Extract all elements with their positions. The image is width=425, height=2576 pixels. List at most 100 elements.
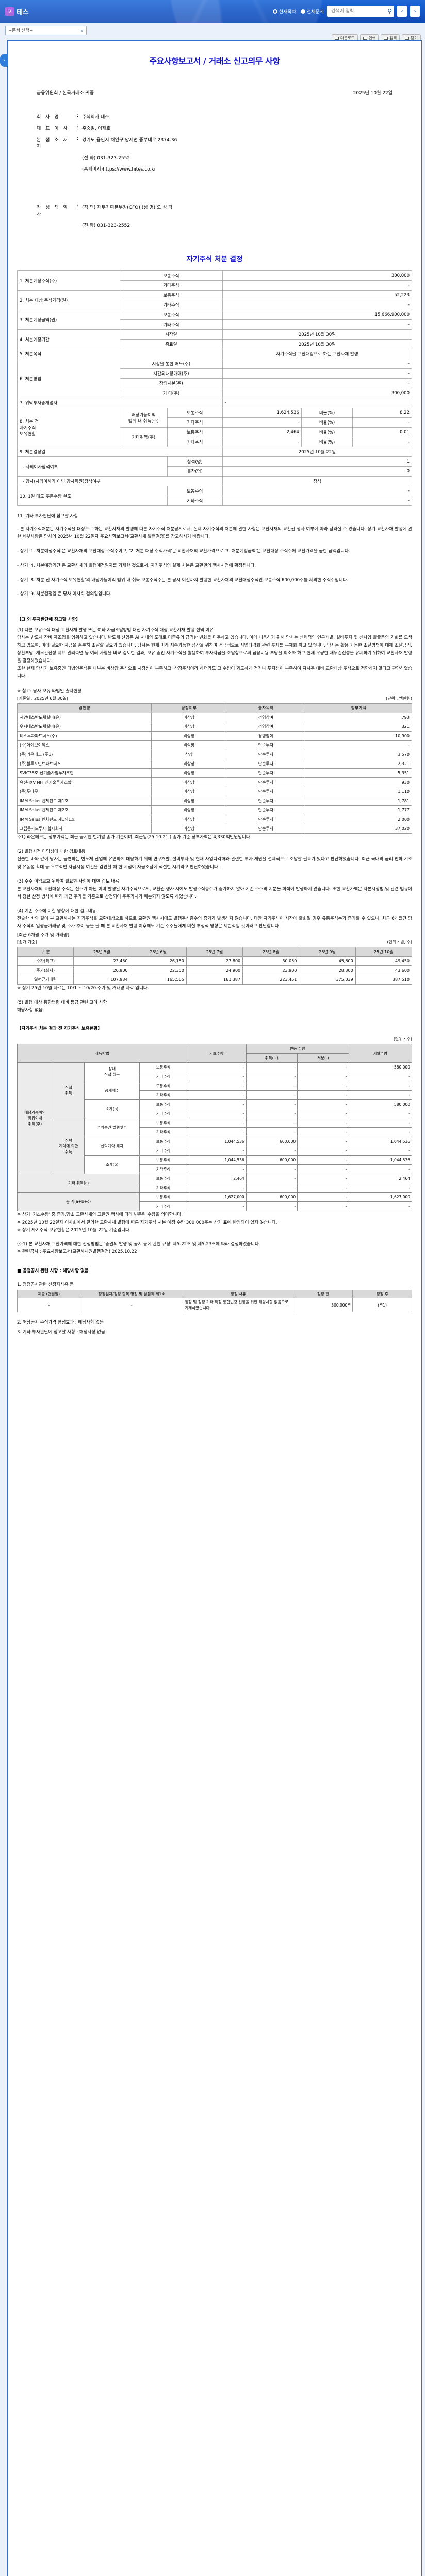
holdings-cell: IMM Salus 벤처펀드 제2호	[17, 805, 152, 816]
acquisition-group-label: 배당가능이익 범위이내 취득(주)	[17, 1062, 53, 1174]
treasury-cell: -	[186, 1201, 247, 1211]
col-month-2: 25년 6월	[129, 947, 187, 957]
col-end-qty: 기말수량	[348, 1043, 413, 1063]
treasury-cell: -	[297, 1173, 349, 1183]
treasury-cell: 보통주식	[139, 1099, 187, 1109]
value-r3-common: 15,666,900,000	[222, 310, 413, 320]
table-row: 유진-IXV NFI 신기술투자조합 비상장 단순투자 930	[17, 777, 412, 788]
col-division: 구 분	[17, 947, 74, 957]
table-row: 신탁계약 해지 보통주식 1,044,536 600,000-1,044,536	[18, 1136, 413, 1156]
treasury-cell: 기타주식	[139, 1201, 187, 1211]
treasury-cell: -	[186, 1090, 247, 1100]
col-month-4: 25년 8월	[242, 947, 300, 957]
search-input[interactable]	[330, 8, 388, 14]
holdings-cell: 비상장	[151, 713, 227, 723]
toc-toggle-button[interactable]: ›	[0, 54, 8, 67]
correction-item: -	[80, 1298, 184, 1313]
prev-result-button[interactable]: ‹	[397, 6, 407, 17]
table-row: 기타주식 - - - -	[18, 1145, 413, 1156]
holdings-cell: 비상장	[151, 731, 227, 741]
table-header-row: 법인명 상장여부 출자목적 장부가액	[17, 703, 412, 714]
disposal-decision-table: 1. 처분예정주식(주) 보통주식 300,000 기타주식 - 2. 처분 대…	[17, 270, 413, 506]
chevron-down-icon: ∨	[80, 28, 84, 33]
treasury-cell: -	[348, 1145, 413, 1156]
brand-badge-icon: 코	[5, 7, 14, 16]
treasury-cell: 1,044,536	[186, 1155, 247, 1165]
radio-all-documents[interactable]: 전체문서	[300, 8, 324, 15]
table-row: 소계(a) 보통주식 - - -580,000	[18, 1099, 413, 1118]
holdings-cell: 유진-IXV NFI 신기술투자조합	[17, 777, 152, 788]
table-row: (주)블루포인트파트너스 비상장 단순투자 2,321	[17, 759, 412, 769]
download-button[interactable]: 다운로드	[331, 34, 358, 41]
table-row: (주)라온테크 (주1) 상장 단순투자 3,570	[17, 750, 412, 760]
treasury-cell: 1,044,536	[348, 1136, 413, 1146]
search-label: 검색	[389, 36, 397, 40]
treasury-cell: -	[297, 1182, 349, 1193]
acquisition-detail-label: 공개매수	[84, 1080, 140, 1100]
table-row: IMM Salus 벤처펀드 제2호 비상장 단순투자 1,777	[17, 805, 412, 816]
price-cell: 43,600	[355, 965, 413, 976]
method-3-label: 장외처분(주)	[119, 378, 223, 388]
attend-value: 1	[222, 456, 413, 467]
treasury-cell: 기타주식	[139, 1090, 187, 1100]
table-row: 기타주식 - - - -	[18, 1201, 413, 1211]
col-month-6: 25년 10월	[355, 947, 413, 957]
col-month-1: 25년 5월	[73, 947, 130, 957]
search-button[interactable]: 검색	[381, 34, 400, 41]
document-body: 주요사항보고서 / 거래소 신고의무 사항 금융위원회 / 한국거래소 귀중 2…	[7, 40, 422, 2576]
acquisition-detail-label: 장내 직접 취득	[84, 1062, 140, 1081]
stock-type-other: 기타주식	[119, 280, 223, 291]
holdings-cell: 1,110	[305, 787, 412, 797]
correction-submit-date: -	[17, 1298, 81, 1313]
holdings-cell: 321	[305, 722, 412, 732]
note-paragraph-5: - 상기 '9. 처분결정일'은 당사 이사회 결의일입니다.	[17, 591, 112, 597]
col-acquisition-method: 취득방법	[17, 1043, 187, 1063]
value-r1-common: 300,000	[222, 270, 413, 281]
stock-type-common: 보통주식	[119, 290, 223, 300]
treasury-cell: 보통주식	[139, 1117, 187, 1128]
treasury-cell: -	[348, 1117, 413, 1128]
method-1-value: -	[222, 359, 413, 369]
holdings-cell: 우시테스반도체설비(유)	[17, 722, 152, 732]
price-cell: 165,565	[129, 975, 187, 985]
treasury-cell: 기타주식	[139, 1182, 187, 1193]
ceo-row: 대 표 이 사 : 주숭일, 이재호	[37, 125, 111, 131]
table-row: 10. 1일 매도 주문수량 한도 보통주식 -	[17, 486, 413, 506]
holdings-cell: 단순투자	[226, 759, 306, 769]
next-result-button[interactable]: ›	[410, 6, 420, 17]
treasury-cell: 기타주식	[139, 1164, 187, 1174]
search-icon[interactable]: ⚲	[387, 8, 392, 15]
disposal-note-2: ※ 2025년 10월 22일자 이사회에서 결의한 교환사채 발행에 따른 자…	[17, 1219, 277, 1225]
treasury-cell: -	[246, 1164, 298, 1174]
correction-before: 300,000주	[293, 1298, 353, 1313]
table-header-row: 구 분 25년 5월 25년 6월 25년 7월 25년 8월 25년 9월 2…	[17, 947, 413, 957]
document-select[interactable]: +문서 선택+ ∨	[5, 26, 87, 35]
treasury-cell: 보통주식	[139, 1192, 187, 1202]
q5-body-1: 해당사항 없음	[17, 1007, 43, 1013]
table-row: 일평균거래량 107,934 165,565 161,387 223,451 375,03…	[17, 975, 413, 985]
holdings-table-body: 시안테스반도체설비(유) 비상장 경영참여 793 우시테스반도체설비(유) 비상장 경영참…	[17, 713, 412, 834]
document-container: › 주요사항보고서 / 거래소 신고의무 사항 금융위원회 / 한국거래소 귀중…	[0, 40, 425, 2576]
scope-radio-group[interactable]: 현재목차 전체문서	[272, 8, 324, 15]
close-button[interactable]: 닫기	[402, 34, 421, 41]
radio-current-toc[interactable]: 현재목차	[272, 8, 296, 15]
treasury-cell: 보통주식	[139, 1136, 187, 1146]
table-row: 기타 취득(c) 보통주식 2,464- -2,464	[17, 1173, 413, 1193]
table-row: 기타주식 - - - -	[18, 1127, 413, 1137]
treasury-cell: -	[348, 1071, 413, 1081]
print-button[interactable]: 인쇄	[359, 34, 379, 41]
acquisition-detail-label: 신탁계약 해지	[84, 1136, 140, 1156]
method-2-label: 시간외대량매매(주)	[119, 368, 223, 379]
search-box[interactable]: ⚲	[327, 6, 394, 17]
col-month-5: 25년 9월	[299, 947, 356, 957]
treasury-cell: 600,000	[246, 1192, 298, 1202]
holdings-cell: 경영참여	[226, 713, 306, 723]
final-note-2: ※ 관련공시 : 주요사항보고서(교환사채권발행결정) 2025.10.22	[17, 1249, 137, 1255]
price-cell: 23,900	[242, 965, 300, 976]
q4-body-1: 전술한 바와 같이 본 교환사채는 자기주식을 교환대상으로 하므로 교환권 행…	[17, 916, 412, 929]
outside-director-label: - 사외이사참석여부	[17, 456, 168, 477]
holdings-cell: -	[305, 740, 412, 751]
treasury-cell: 보통주식	[139, 1062, 187, 1072]
stock-type-common: 보통주식	[167, 486, 223, 496]
treasury-cell: 1,044,536	[186, 1136, 247, 1146]
